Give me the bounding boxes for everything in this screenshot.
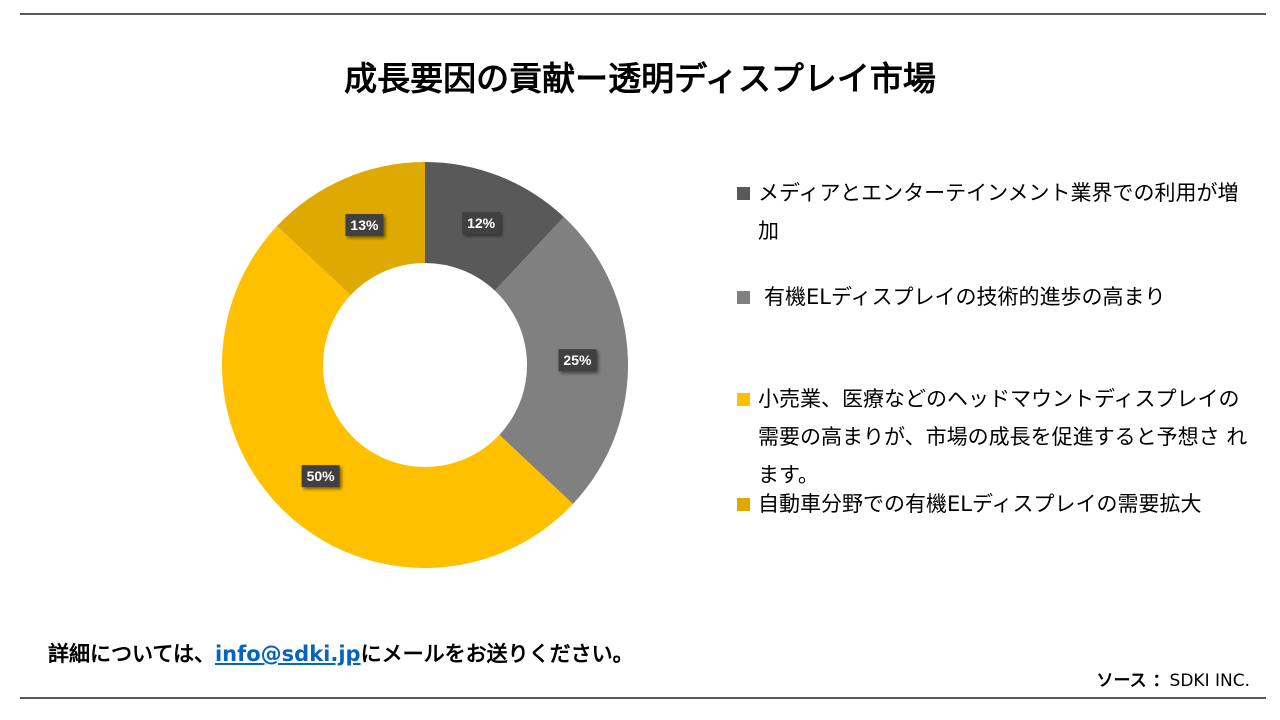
legend-swatch xyxy=(737,498,750,511)
legend-item-oled-tech: 有機ELディスプレイの技術的進歩の高まり xyxy=(737,278,1257,316)
legend-label: 有機ELディスプレイの技術的進歩の高まり xyxy=(764,285,1166,309)
data-label: 25% xyxy=(558,349,597,372)
data-label-text: 13% xyxy=(350,217,379,233)
data-label-text: 12% xyxy=(467,215,496,231)
legend-label: メディアとエンターテインメント業界での利用が増加 xyxy=(758,181,1239,243)
data-label-background xyxy=(558,349,597,372)
legend-label: 自動車分野での有機ELディスプレイの需要拡大 xyxy=(758,492,1202,516)
data-label: 13% xyxy=(345,214,384,237)
data-label-background xyxy=(462,212,501,235)
bottom-divider xyxy=(20,697,1266,699)
legend-swatch xyxy=(737,187,750,200)
legend-item-media: メディアとエンターテインメント業界での利用が増加 xyxy=(737,174,1257,250)
data-label-text: 25% xyxy=(563,352,592,368)
source-label: ソース ： xyxy=(1096,671,1170,691)
chart-title: 成長要因の貢献ー透明ディスプレイ市場 xyxy=(344,59,936,98)
legend-item-automotive: 自動車分野での有機ELディスプレイの需要拡大 xyxy=(737,485,1257,523)
email-link[interactable]: info@sdki.jp xyxy=(214,642,361,666)
contact-suffix: にメールをお送りください。 xyxy=(360,642,634,666)
data-label-text: 50% xyxy=(307,468,336,484)
data-label-background xyxy=(301,465,340,488)
source: ソース ：SDKI INC. xyxy=(1096,666,1250,691)
top-divider xyxy=(20,13,1266,15)
source-value: SDKI INC. xyxy=(1169,671,1250,691)
data-label-background xyxy=(345,214,384,237)
contact-prefix: 詳細については、 xyxy=(48,642,215,666)
legend-label: 小売業、医療などのヘッドマウントディスプレイの需要の高まりが、市場の成長を促進す… xyxy=(758,387,1248,487)
data-label: 12% xyxy=(462,212,501,235)
contact-note: 詳細については、info@sdki.jpにメールをお送りください。 xyxy=(48,638,634,668)
data-label: 50% xyxy=(301,465,340,488)
legend-swatch xyxy=(737,393,750,406)
legend-swatch xyxy=(737,291,750,304)
legend-item-hmd: 小売業、医療などのヘッドマウントディスプレイの需要の高まりが、市場の成長を促進す… xyxy=(737,380,1257,494)
